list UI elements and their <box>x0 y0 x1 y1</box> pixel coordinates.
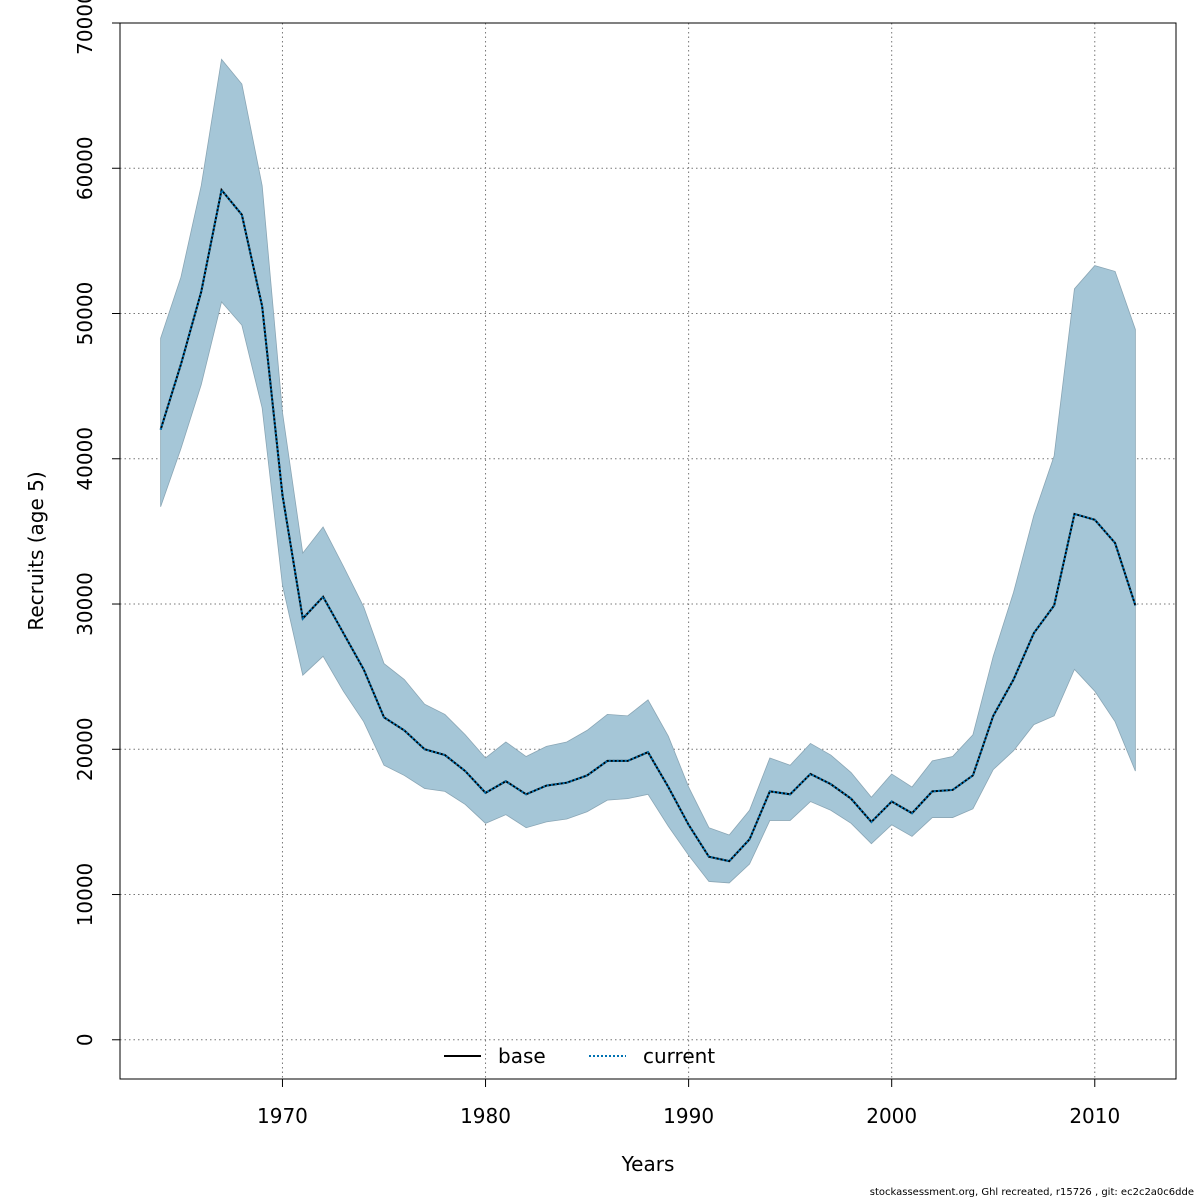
legend: base current <box>444 1044 715 1068</box>
y-axis-title: Recruits (age 5) <box>24 471 48 630</box>
plot-frame <box>119 22 1177 1080</box>
legend-label-base: base <box>498 1044 546 1068</box>
footer-note: stockassessment.org, Ghl recreated, r157… <box>869 1187 1194 1198</box>
y-tick-label: 20000 <box>73 717 97 781</box>
series-line-current <box>159 187 1137 863</box>
y-tick-label: 70000 <box>73 0 97 55</box>
x-axis-title: Years <box>621 1152 675 1176</box>
confidence-band <box>160 58 1136 884</box>
y-tick-label: 60000 <box>73 136 97 200</box>
y-tick-label: 50000 <box>73 282 97 346</box>
y-tick-label: 40000 <box>73 427 97 491</box>
y-tick-label: 10000 <box>73 863 97 927</box>
y-axis: 0 10000 20000 30000 40000 50000 60000 70000 <box>73 0 120 1046</box>
x-axis: 1970 1980 1990 2000 2010 <box>257 1079 1120 1128</box>
x-tick-label: 1990 <box>663 1104 714 1128</box>
legend-label-current: current <box>643 1044 715 1068</box>
y-tick-label: 30000 <box>73 572 97 636</box>
x-tick-label: 1980 <box>460 1104 511 1128</box>
x-tick-label: 2000 <box>866 1104 917 1128</box>
x-tick-label: 2010 <box>1069 1104 1120 1128</box>
x-tick-label: 1970 <box>257 1104 308 1128</box>
y-tick-label: 0 <box>73 1033 97 1046</box>
